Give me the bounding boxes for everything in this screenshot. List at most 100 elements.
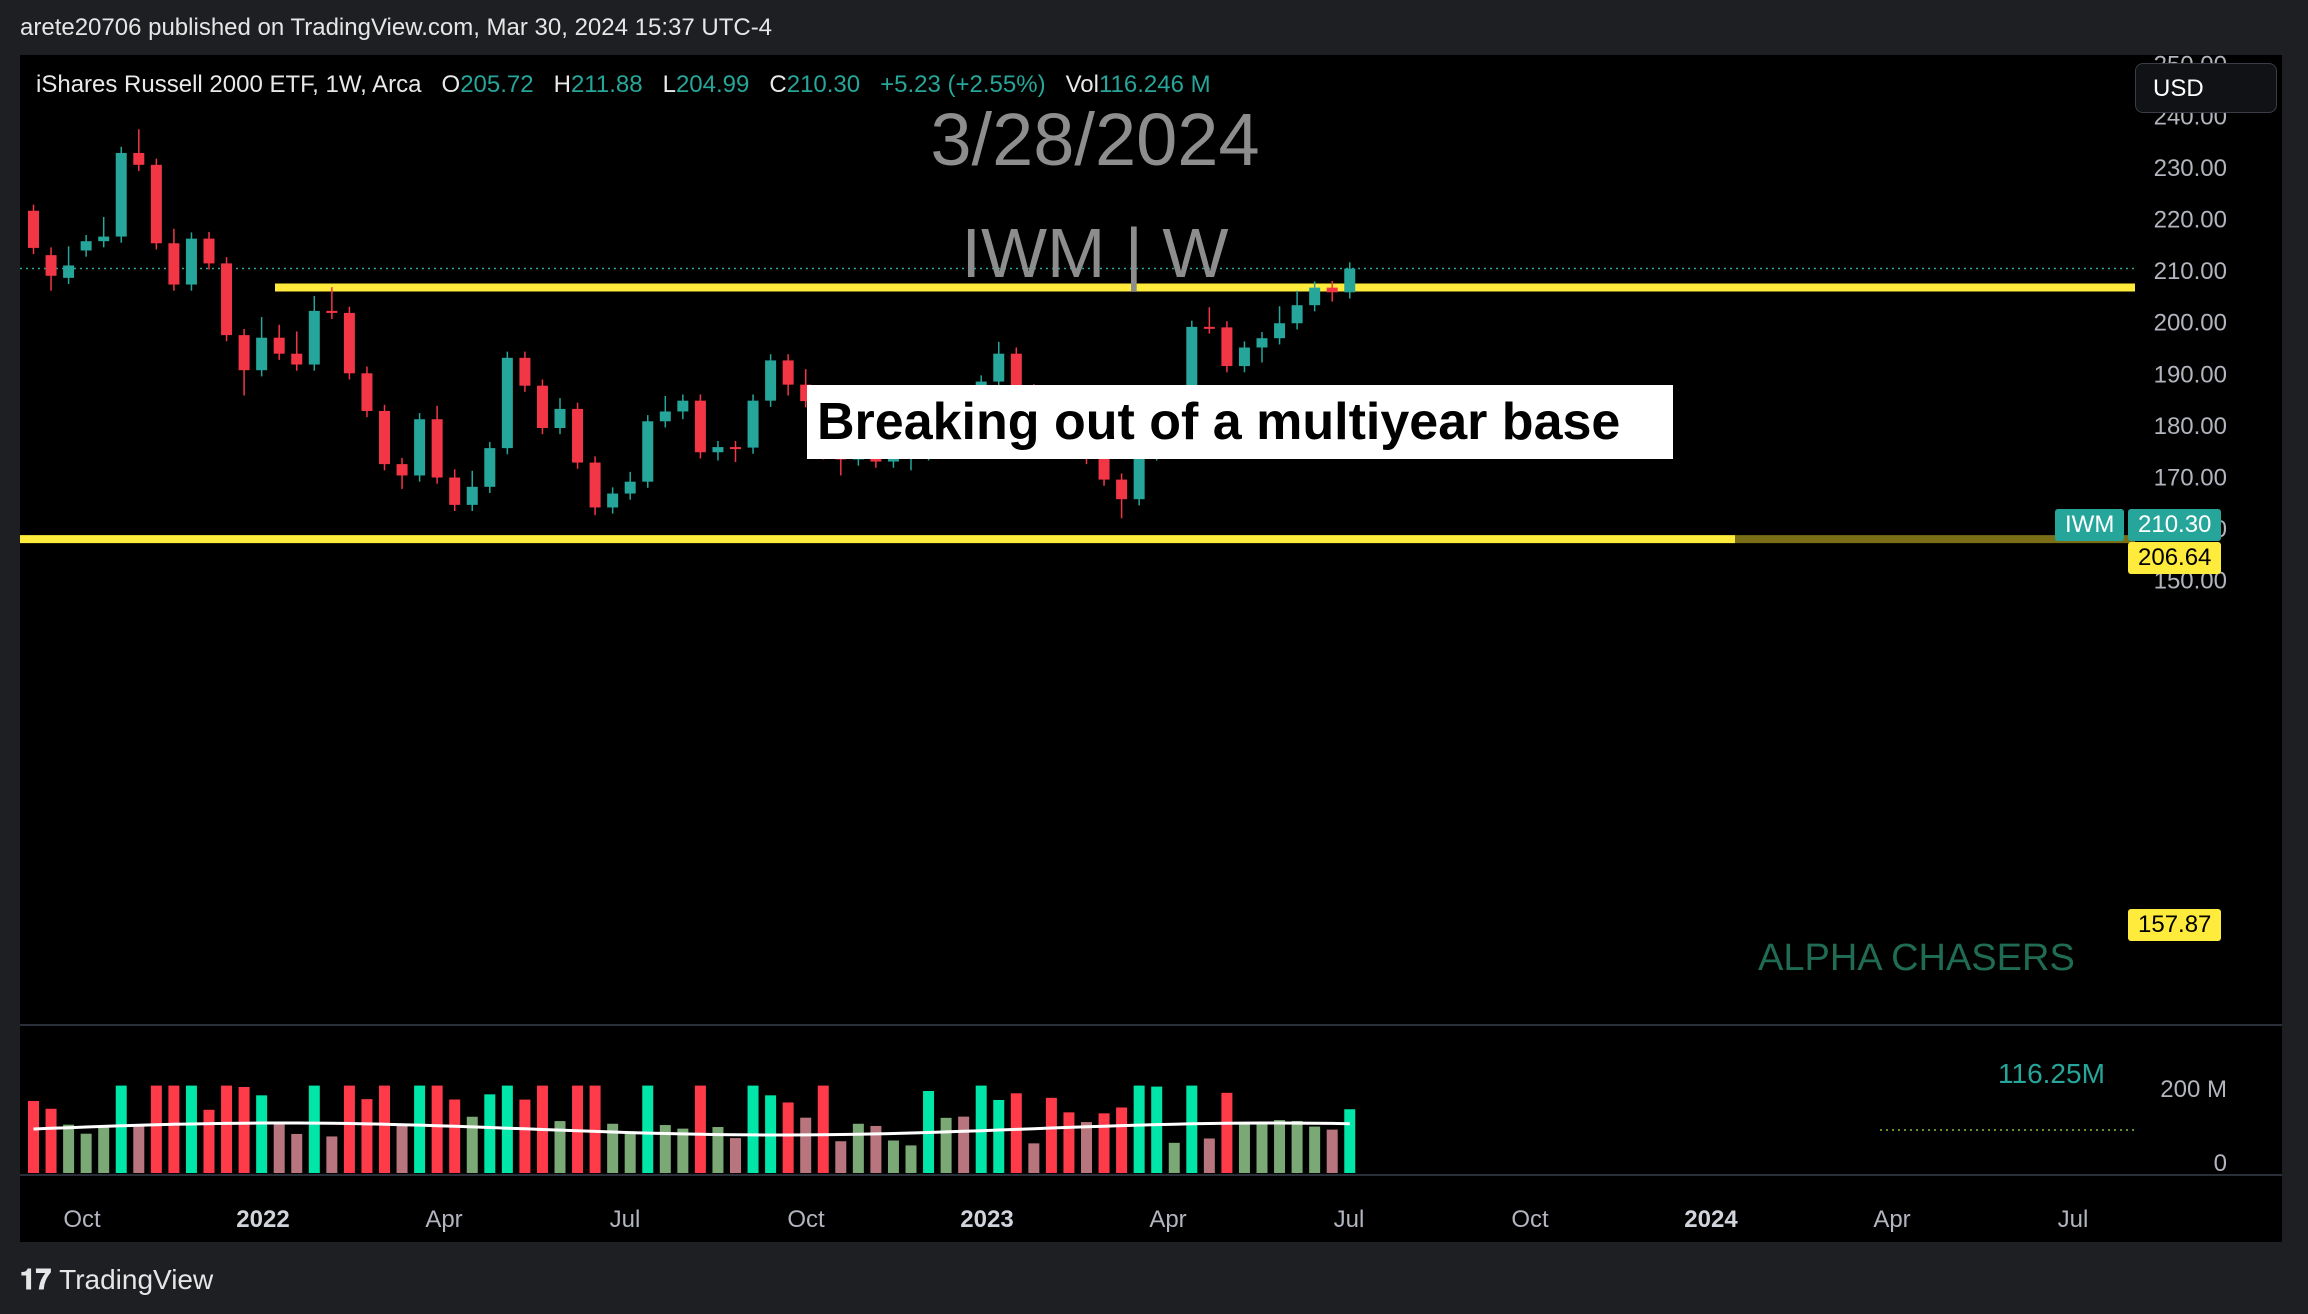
legend-close: 210.30 [786, 71, 861, 98]
candle-body [168, 243, 180, 285]
volume-bar [940, 1117, 952, 1173]
candle-body [1221, 327, 1233, 367]
legend-open: 205.72 [460, 71, 534, 98]
price-tick-label: 170.00 [2154, 465, 2227, 492]
candle-body [45, 255, 57, 276]
candle-body [185, 238, 197, 285]
candle-body [589, 462, 601, 508]
candle-body [203, 238, 215, 264]
candle-body [466, 486, 478, 505]
volume-bar [1256, 1122, 1268, 1173]
volume-last-label: 116.25M [1998, 1058, 2105, 1089]
candle-body [1344, 268, 1356, 293]
candle-body [694, 400, 706, 453]
time-tick-label: Apr [425, 1206, 462, 1233]
volume-bar [1274, 1120, 1286, 1173]
tradingview-logo[interactable]: 𝟏𝟕 TradingView [20, 1264, 213, 1297]
volume-bar [45, 1108, 57, 1173]
alpha-chasers-watermark: ALPHA CHASERS [1758, 937, 2075, 979]
volume-bar [554, 1121, 566, 1173]
price-tick-label: 190.00 [2154, 361, 2227, 388]
candlestick-chart[interactable]: 260.00250.00240.00230.00220.00210.00200.… [20, 55, 2282, 1242]
legend-h-label: H [553, 71, 571, 98]
candle-body [273, 337, 285, 354]
volume-bar [1151, 1086, 1163, 1173]
volume-bar [1010, 1093, 1022, 1173]
volume-bar [431, 1085, 443, 1173]
time-tick-label: Oct [63, 1206, 101, 1233]
volume-bar [607, 1123, 619, 1173]
volume-bar [273, 1122, 285, 1173]
time-tick-label: Jul [1334, 1206, 1365, 1233]
time-tick-label: Oct [787, 1206, 825, 1233]
symbol-tag: IWM [2055, 509, 2125, 541]
chart-panel[interactable]: 260.00250.00240.00230.00220.00210.00200.… [20, 55, 2282, 1242]
candle-body [98, 236, 110, 242]
time-tick-label: 2022 [236, 1206, 289, 1233]
footer-brand: TradingView [59, 1264, 214, 1295]
candle-body [536, 385, 548, 428]
candle-body [396, 464, 408, 476]
volume-bar [28, 1100, 39, 1173]
candle-body [379, 410, 390, 465]
volume-bar [1133, 1085, 1145, 1173]
price-tick-label: 200.00 [2154, 310, 2227, 337]
volume-bar [1291, 1120, 1303, 1173]
volume-bar [98, 1125, 110, 1173]
candle-body [519, 357, 531, 386]
candle-body [1291, 305, 1303, 324]
candle-body [1256, 338, 1268, 348]
ohlc-legend: iShares Russell 2000 ETF, 1W, Arca O205.… [36, 71, 1211, 99]
currency-button[interactable]: USD [2135, 63, 2277, 113]
volume-bar [63, 1124, 75, 1173]
candle-body [1238, 347, 1250, 367]
volume-bar [993, 1099, 1005, 1173]
last-price-tag: 210.30 [2128, 509, 2222, 541]
time-tick-label: Jul [610, 1206, 641, 1233]
candle-body [361, 373, 373, 411]
price-tick-label: 180.00 [2154, 413, 2227, 440]
volume-bar [887, 1140, 899, 1173]
candle-body [28, 210, 39, 248]
candle-body [326, 310, 338, 313]
candle-body [80, 241, 92, 251]
candle-body [1116, 479, 1128, 500]
candle-body [256, 337, 268, 371]
volume-bar [694, 1085, 706, 1173]
volume-bar [1098, 1113, 1110, 1173]
candle-body [133, 152, 145, 165]
volume-bar [1221, 1092, 1233, 1173]
candle-body [624, 481, 636, 494]
candle-body [642, 421, 654, 482]
volume-bar [1186, 1085, 1198, 1173]
candle-body [449, 477, 461, 505]
volume-bar [1116, 1107, 1128, 1173]
candle-body [607, 493, 619, 508]
volume-bar [203, 1109, 215, 1173]
time-tick-label: 2024 [1684, 1206, 1738, 1233]
volume-bar [414, 1085, 426, 1173]
candle-body [1326, 287, 1338, 293]
volume-bar [852, 1123, 864, 1173]
volume-bar [80, 1133, 92, 1173]
candle-body [800, 384, 812, 402]
candle-body [414, 419, 426, 476]
legend-low: 204.99 [675, 71, 750, 98]
volume-bar [466, 1116, 478, 1173]
volume-bar [589, 1085, 601, 1173]
candle-body [677, 400, 689, 412]
volume-bar [677, 1128, 689, 1173]
time-tick-label: Oct [1511, 1206, 1549, 1233]
breakout-callout: Breaking out of a multiyear base [807, 385, 1673, 459]
volume-bar [449, 1099, 461, 1173]
volume-bar [1344, 1109, 1356, 1173]
legend-c-label: C [769, 71, 787, 98]
tv-logo-icon: 𝟏𝟕 [20, 1264, 52, 1295]
volume-bar [484, 1094, 496, 1173]
volume-bar [712, 1127, 724, 1173]
volume-bar [185, 1085, 197, 1173]
legend-change: +5.23 (+2.55%) [880, 71, 1046, 98]
watermark-date: 3/28/2024 [930, 98, 1260, 181]
volume-tick-label: 200 M [2160, 1076, 2227, 1103]
candle-body [1203, 326, 1215, 329]
